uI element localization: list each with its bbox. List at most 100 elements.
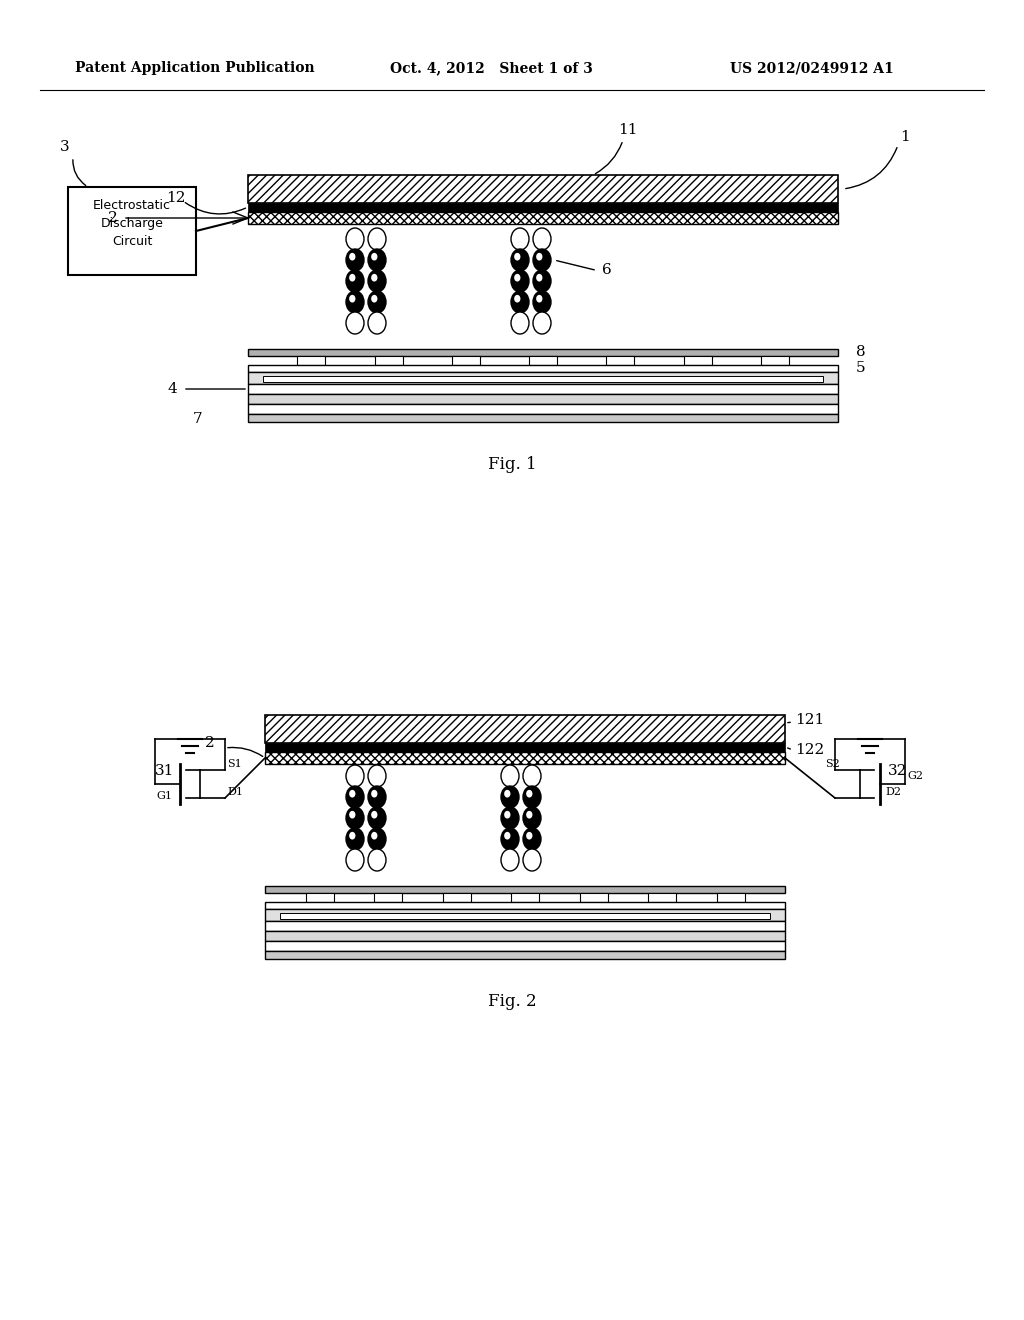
Bar	[265, 931, 785, 941]
Bar	[683, 356, 712, 366]
Ellipse shape	[523, 828, 541, 850]
Bar	[248, 348, 838, 356]
Text: 31: 31	[155, 764, 174, 777]
Text: 4: 4	[168, 381, 178, 396]
Ellipse shape	[504, 789, 510, 797]
Ellipse shape	[349, 810, 355, 818]
Ellipse shape	[346, 785, 364, 808]
Text: D1: D1	[227, 787, 243, 797]
Bar	[263, 376, 823, 381]
Bar	[265, 902, 785, 909]
Ellipse shape	[346, 312, 364, 334]
Ellipse shape	[504, 810, 510, 818]
Ellipse shape	[368, 228, 386, 249]
Ellipse shape	[346, 849, 364, 871]
Bar	[606, 356, 634, 366]
Ellipse shape	[368, 271, 386, 292]
Ellipse shape	[371, 832, 378, 840]
Text: S1: S1	[227, 759, 242, 770]
Ellipse shape	[537, 253, 543, 260]
Ellipse shape	[523, 807, 541, 829]
Text: 5: 5	[856, 360, 865, 375]
Bar	[265, 886, 785, 894]
Ellipse shape	[526, 832, 532, 840]
Ellipse shape	[346, 271, 364, 292]
Ellipse shape	[346, 807, 364, 829]
Ellipse shape	[371, 253, 378, 260]
Ellipse shape	[371, 273, 378, 281]
Text: Circuit: Circuit	[112, 235, 153, 248]
Ellipse shape	[511, 312, 529, 334]
Bar	[305, 894, 334, 902]
Text: 122: 122	[795, 743, 824, 756]
Bar	[265, 752, 785, 764]
Ellipse shape	[514, 273, 520, 281]
Ellipse shape	[349, 294, 355, 302]
Bar	[511, 894, 539, 902]
Ellipse shape	[368, 849, 386, 871]
Ellipse shape	[501, 828, 519, 850]
Ellipse shape	[511, 228, 529, 249]
Bar	[248, 372, 838, 384]
Ellipse shape	[534, 312, 551, 334]
Ellipse shape	[501, 807, 519, 829]
Text: 1: 1	[900, 129, 909, 144]
Text: Fig. 2: Fig. 2	[487, 993, 537, 1010]
Ellipse shape	[501, 785, 519, 808]
Bar	[280, 913, 770, 919]
Ellipse shape	[346, 228, 364, 249]
Text: 6: 6	[602, 264, 611, 277]
Bar	[68, 187, 196, 275]
Text: Electrostatic: Electrostatic	[93, 199, 171, 213]
Text: Discharge: Discharge	[100, 216, 164, 230]
Ellipse shape	[511, 271, 529, 292]
Ellipse shape	[349, 789, 355, 797]
Ellipse shape	[537, 294, 543, 302]
Text: D2: D2	[885, 787, 901, 797]
Text: 2: 2	[205, 737, 215, 750]
Bar	[248, 203, 838, 213]
Text: 32: 32	[888, 764, 907, 777]
Bar	[265, 941, 785, 950]
Ellipse shape	[346, 766, 364, 787]
Text: 3: 3	[60, 140, 70, 154]
Ellipse shape	[534, 290, 551, 313]
Ellipse shape	[523, 785, 541, 808]
Ellipse shape	[523, 849, 541, 871]
Ellipse shape	[346, 249, 364, 271]
Ellipse shape	[349, 253, 355, 260]
Bar	[442, 894, 470, 902]
Ellipse shape	[511, 290, 529, 313]
Ellipse shape	[526, 810, 532, 818]
Ellipse shape	[501, 849, 519, 871]
Ellipse shape	[371, 789, 378, 797]
Bar	[248, 414, 838, 422]
Text: 11: 11	[618, 123, 638, 137]
Ellipse shape	[526, 789, 532, 797]
Bar	[248, 213, 838, 224]
Text: S2: S2	[825, 759, 840, 770]
Text: G2: G2	[907, 771, 923, 781]
Ellipse shape	[534, 249, 551, 271]
Ellipse shape	[537, 273, 543, 281]
Bar	[375, 356, 402, 366]
Text: Fig. 1: Fig. 1	[487, 455, 537, 473]
Bar	[248, 366, 838, 372]
Ellipse shape	[523, 766, 541, 787]
Bar	[761, 356, 788, 366]
Text: 2: 2	[108, 211, 118, 224]
Ellipse shape	[346, 290, 364, 313]
Ellipse shape	[346, 828, 364, 850]
Bar	[248, 384, 838, 393]
Ellipse shape	[534, 271, 551, 292]
Ellipse shape	[368, 807, 386, 829]
Ellipse shape	[514, 253, 520, 260]
Ellipse shape	[349, 832, 355, 840]
Bar	[265, 950, 785, 960]
Bar	[248, 393, 838, 404]
Text: 8: 8	[856, 345, 865, 359]
Ellipse shape	[514, 294, 520, 302]
Ellipse shape	[368, 290, 386, 313]
Ellipse shape	[504, 832, 510, 840]
Ellipse shape	[368, 249, 386, 271]
